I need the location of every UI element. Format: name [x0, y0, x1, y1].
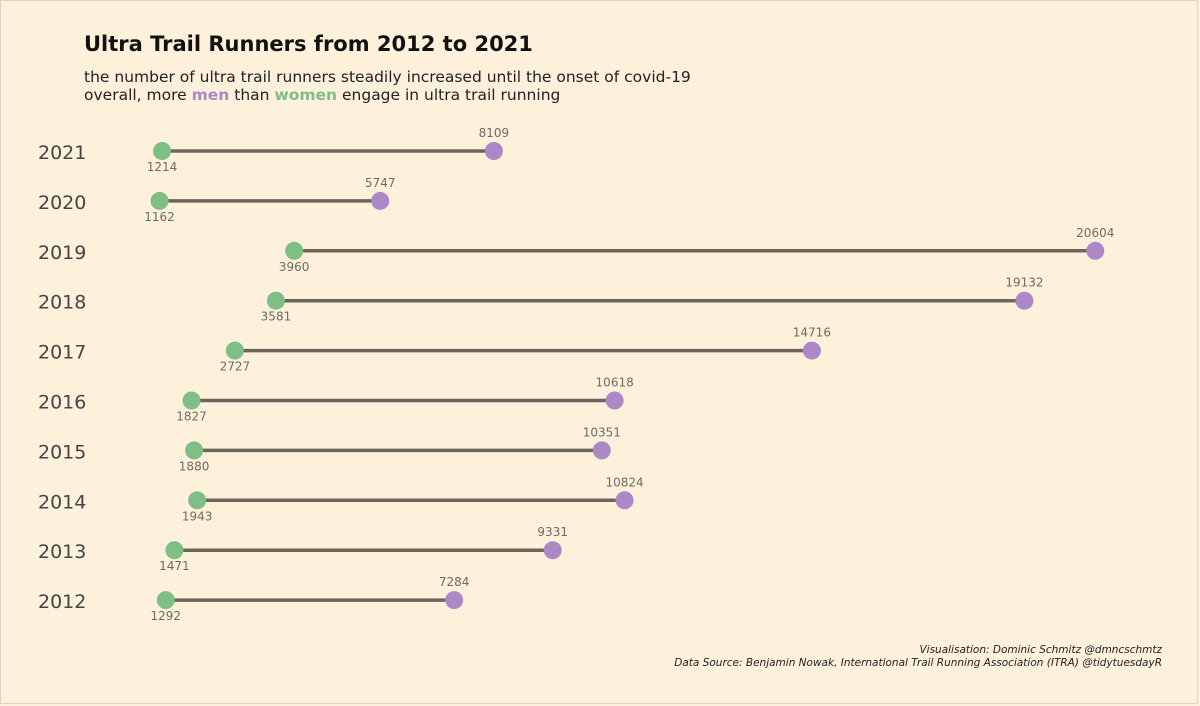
women-value-label-2012: 1292	[151, 609, 182, 623]
men-value-label-2019: 20604	[1076, 226, 1114, 240]
men-value-label-2017: 14716	[793, 326, 831, 340]
women-point-2020	[150, 191, 169, 210]
women-value-label-2014: 1943	[182, 509, 213, 523]
women-value-label-2018: 3581	[261, 310, 292, 324]
women-point-2013	[165, 541, 184, 560]
men-point-2019	[1086, 241, 1105, 260]
year-label-2017: 2017	[38, 342, 86, 364]
men-point-2014	[615, 491, 634, 510]
men-value-label-2012: 7284	[439, 575, 470, 589]
men-value-label-2015: 10351	[583, 425, 621, 439]
year-label-2012: 2012	[38, 591, 86, 613]
men-value-label-2021: 8109	[479, 126, 510, 140]
women-value-label-2013: 1471	[159, 559, 190, 573]
men-value-label-2014: 10824	[605, 475, 643, 489]
chart-caption: Visualisation: Dominic Schmitz @dmncschm…	[674, 644, 1162, 670]
chart-title: Ultra Trail Runners from 2012 to 2021	[84, 32, 533, 56]
men-point-2017	[802, 341, 821, 360]
women-value-label-2021: 1214	[147, 160, 178, 174]
women-point-2014	[188, 491, 207, 510]
men-point-2013	[543, 541, 562, 560]
caption-visualisation: Visualisation: Dominic Schmitz @dmncschm…	[919, 644, 1162, 656]
men-value-label-2020: 5747	[365, 176, 396, 190]
year-label-2021: 2021	[38, 142, 86, 164]
year-label-2020: 2020	[38, 192, 86, 214]
women-point-2017	[225, 341, 244, 360]
subtitle-text-pre: overall, more	[84, 86, 192, 104]
year-label-2013: 2013	[38, 541, 86, 563]
year-label-2014: 2014	[38, 491, 86, 513]
women-point-2012	[156, 591, 175, 610]
women-point-2016	[182, 391, 201, 410]
women-point-2015	[185, 441, 204, 460]
subtitle-line-2: overall, more men than women engage in u…	[84, 86, 691, 104]
subtitle-line-1: the number of ultra trail runners steadi…	[84, 68, 691, 86]
subtitle-text-post: engage in ultra trail running	[337, 86, 561, 104]
year-label-2018: 2018	[38, 292, 86, 314]
men-point-2016	[605, 391, 624, 410]
men-value-label-2016: 10618	[596, 376, 634, 390]
women-value-label-2020: 1162	[144, 210, 175, 224]
year-label-2016: 2016	[38, 392, 86, 414]
men-point-2021	[484, 142, 503, 160]
subtitle-men-highlight: men	[191, 86, 230, 104]
women-value-label-2019: 3960	[279, 260, 310, 274]
women-value-label-2015: 1880	[179, 459, 210, 473]
women-value-label-2016: 1827	[176, 410, 207, 424]
men-value-label-2013: 9331	[537, 525, 568, 539]
women-point-2019	[285, 241, 304, 260]
men-point-2015	[592, 441, 611, 460]
year-label-2015: 2015	[38, 441, 86, 463]
year-label-2019: 2019	[38, 242, 86, 264]
women-point-2018	[266, 291, 285, 310]
chart-subtitle: the number of ultra trail runners steadi…	[84, 68, 691, 104]
women-point-2021	[153, 142, 172, 160]
men-point-2018	[1015, 291, 1034, 310]
subtitle-women-highlight: women	[274, 86, 338, 104]
men-point-2012	[445, 591, 464, 610]
men-point-2020	[371, 191, 390, 210]
women-value-label-2017: 2727	[220, 360, 251, 374]
men-value-label-2018: 19132	[1005, 276, 1043, 290]
caption-data-source: Data Source: Benjamin Nowak, Internation…	[674, 657, 1162, 669]
subtitle-text-mid: than	[229, 86, 275, 104]
